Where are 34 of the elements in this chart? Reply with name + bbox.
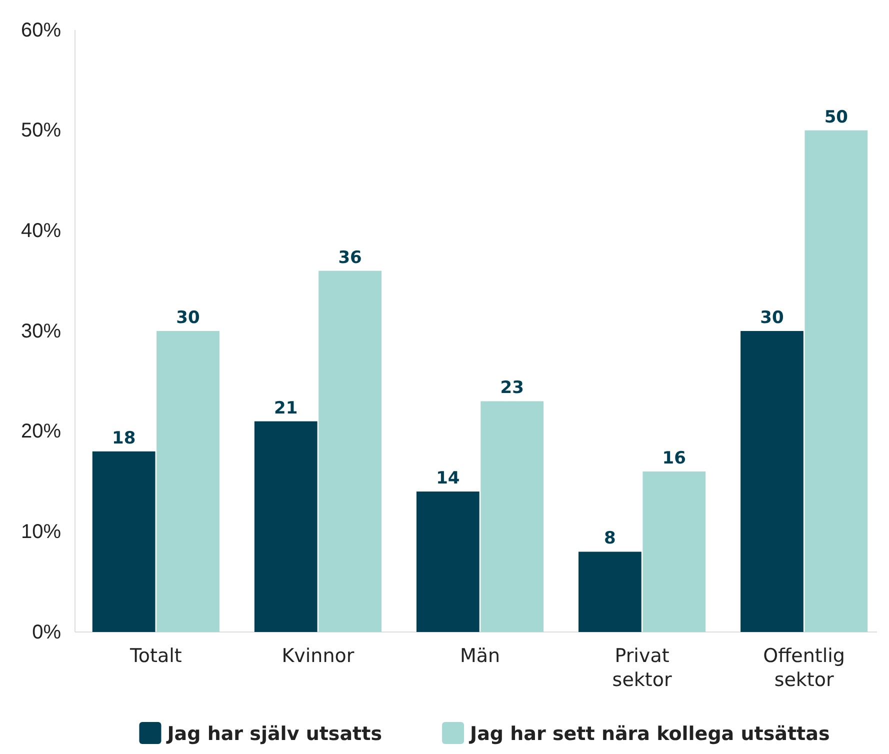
legend-label: Jag har sett nära kollega utsättas xyxy=(468,723,830,745)
data-label: 8 xyxy=(604,528,616,549)
data-label: 16 xyxy=(662,448,686,468)
y-tick-label: 30% xyxy=(20,320,62,342)
x-tick-label: Totalt xyxy=(129,645,182,667)
x-tick-label: Kvinnor xyxy=(282,645,354,667)
bar xyxy=(416,492,480,632)
y-tick-label: 20% xyxy=(20,420,62,443)
bar xyxy=(156,331,220,632)
y-tick-label: 40% xyxy=(20,220,62,242)
data-label: 21 xyxy=(274,398,298,418)
bar xyxy=(480,401,544,632)
x-tick-label: Privat sektor xyxy=(612,645,672,691)
y-tick-label: 50% xyxy=(20,120,62,142)
data-label: 14 xyxy=(436,468,460,489)
bar xyxy=(740,331,804,632)
y-tick-label: 0% xyxy=(32,621,62,644)
data-label: 23 xyxy=(500,378,524,398)
bar xyxy=(804,130,868,632)
bar xyxy=(254,421,318,632)
data-label: 50 xyxy=(824,107,848,128)
bar xyxy=(318,270,382,632)
legend-label: Jag har själv utsatts xyxy=(165,723,382,745)
data-label: 30 xyxy=(760,308,784,328)
bar xyxy=(578,552,642,632)
bar xyxy=(642,471,706,632)
y-tick-label: 60% xyxy=(20,19,62,42)
data-label: 36 xyxy=(338,248,362,268)
bar xyxy=(92,451,156,632)
x-tick-label: Offentlig sektor xyxy=(763,645,846,691)
y-tick-label: 10% xyxy=(20,521,62,544)
x-tick-label: Män xyxy=(460,645,500,667)
data-label: 18 xyxy=(112,428,136,448)
data-label: 30 xyxy=(176,308,200,328)
